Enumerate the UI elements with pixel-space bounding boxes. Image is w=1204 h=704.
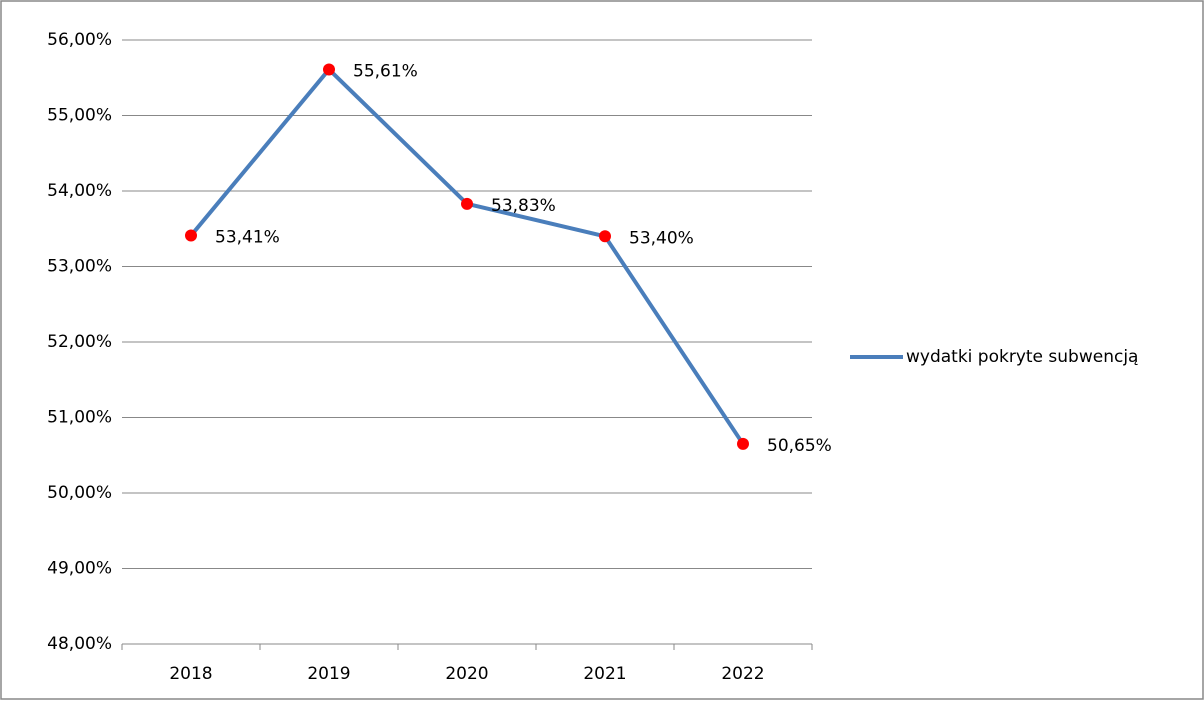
- x-tick-label: 2021: [583, 664, 626, 684]
- data-label: 53,40%: [629, 228, 694, 248]
- data-point: [461, 197, 473, 210]
- y-tick-label: 50,00%: [47, 483, 112, 503]
- legend-label: wydatki pokryte subwencją: [906, 347, 1138, 367]
- data-point: [737, 437, 749, 450]
- y-tick-label: 56,00%: [47, 30, 112, 50]
- data-label: 55,61%: [353, 61, 418, 81]
- data-point: [323, 63, 335, 76]
- y-tick-label: 54,00%: [47, 181, 112, 201]
- data-point: [599, 230, 611, 243]
- y-tick-label: 53,00%: [47, 257, 112, 277]
- data-label: 53,41%: [215, 228, 280, 248]
- data-label: 50,65%: [767, 436, 832, 456]
- y-tick-label: 55,00%: [47, 106, 112, 126]
- x-tick-label: 2019: [307, 664, 350, 684]
- x-tick-label: 2022: [721, 664, 764, 684]
- y-tick-label: 49,00%: [47, 559, 112, 579]
- data-point: [185, 229, 197, 242]
- x-tick-label: 2018: [169, 664, 212, 684]
- y-tick-label: 52,00%: [47, 332, 112, 352]
- x-tick-label: 2020: [445, 664, 488, 684]
- data-label: 53,83%: [491, 196, 556, 216]
- y-tick-label: 48,00%: [47, 634, 112, 654]
- y-tick-label: 51,00%: [47, 408, 112, 428]
